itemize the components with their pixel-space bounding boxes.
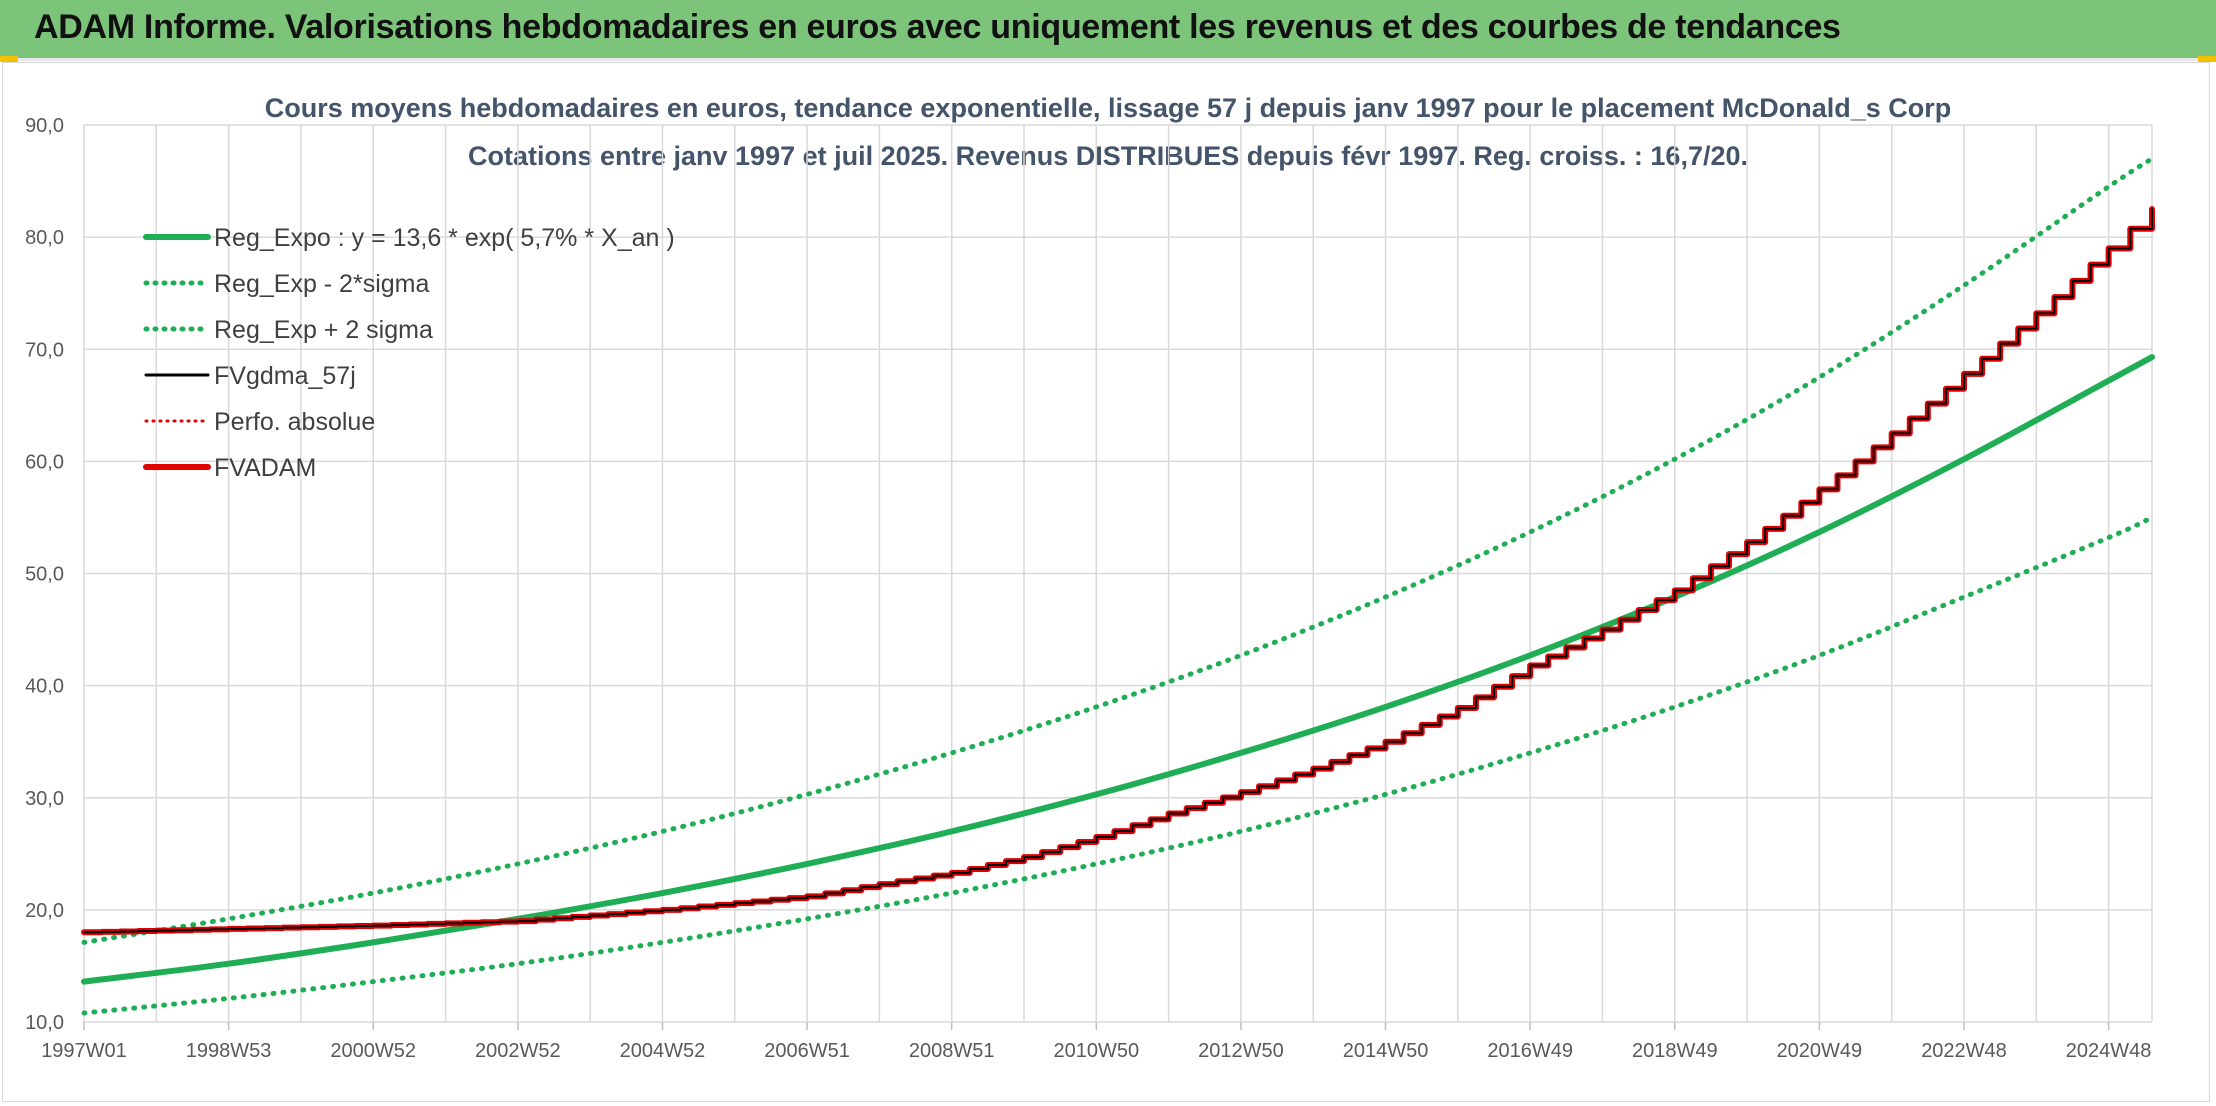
legend-label: FVADAM bbox=[214, 454, 316, 482]
y-tick-label: 50,0 bbox=[25, 564, 64, 586]
x-tick-label: 2000W52 bbox=[330, 1040, 416, 1062]
y-tick-label: 10,0 bbox=[25, 1012, 64, 1034]
x-tick-label: 2004W52 bbox=[620, 1040, 706, 1062]
report-title: ADAM Informe. Valorisations hebdomadaire… bbox=[34, 8, 1841, 46]
report-banner: ADAM Informe. Valorisations hebdomadaire… bbox=[0, 0, 2216, 61]
series-line-2 bbox=[81, 514, 2155, 1016]
x-tick-label: 2016W49 bbox=[1487, 1040, 1573, 1062]
y-tick-label: 90,0 bbox=[25, 115, 64, 137]
y-tick-label: 20,0 bbox=[25, 900, 64, 922]
x-tick-label: 1998W53 bbox=[186, 1040, 272, 1062]
series-line-4 bbox=[83, 208, 2153, 934]
x-tick-label: 2020W49 bbox=[1777, 1040, 1863, 1062]
x-tick-label: 2022W48 bbox=[1921, 1040, 2007, 1062]
y-tick-label: 60,0 bbox=[25, 451, 64, 473]
chart-frame bbox=[2, 62, 2210, 1102]
y-tick-label: 40,0 bbox=[25, 676, 64, 698]
chart-subtitle: Cotations entre janv 1997 et juil 2025. … bbox=[468, 141, 1748, 171]
x-tick-label: 2010W50 bbox=[1053, 1040, 1139, 1062]
y-tick-label: 70,0 bbox=[25, 339, 64, 361]
y-axis-ticks: 10,0 20,0 30,0 40,0 50,0 60,0 70,0 80,0 90,0 bbox=[25, 115, 64, 1034]
banner-accent-left bbox=[0, 56, 18, 62]
banner-accent-right bbox=[2198, 56, 2216, 62]
x-axis-ticks: 1997W01 1998W53 2000W52 2002W52 2004W52 2006W… bbox=[41, 1022, 2151, 1062]
grid-lines bbox=[83, 124, 2153, 1023]
x-tick-label: 2018W49 bbox=[1632, 1040, 1718, 1062]
x-tick-label: 2002W52 bbox=[475, 1040, 561, 1062]
chart-title: Cours moyens hebdomadaires en euros, ten… bbox=[265, 93, 1952, 123]
legend-label: FVgdma_57j bbox=[214, 362, 356, 390]
x-tick-label: 2012W50 bbox=[1198, 1040, 1284, 1062]
series-line-3 bbox=[81, 156, 2155, 945]
x-tick-label: 2006W51 bbox=[764, 1040, 850, 1062]
legend-label: Perfo. absolue bbox=[214, 408, 375, 436]
legend: Reg_Expo : y = 13,6 * exp( 5,7% * X_an )… bbox=[143, 224, 675, 482]
legend-label: Reg_Expo : y = 13,6 * exp( 5,7% * X_an ) bbox=[214, 224, 675, 252]
legend-label: Reg_Exp - 2*sigma bbox=[214, 270, 429, 298]
legend-label: Reg_Exp + 2 sigma bbox=[214, 316, 433, 344]
x-tick-label: 2008W51 bbox=[909, 1040, 995, 1062]
x-tick-label: 2014W50 bbox=[1343, 1040, 1429, 1062]
x-tick-label: 2024W48 bbox=[2066, 1040, 2152, 1062]
y-tick-label: 30,0 bbox=[25, 788, 64, 810]
series-lines bbox=[81, 156, 2155, 1016]
x-tick-label: 1997W01 bbox=[41, 1040, 127, 1062]
series-line-1 bbox=[81, 354, 2155, 985]
y-tick-label: 80,0 bbox=[25, 227, 64, 249]
